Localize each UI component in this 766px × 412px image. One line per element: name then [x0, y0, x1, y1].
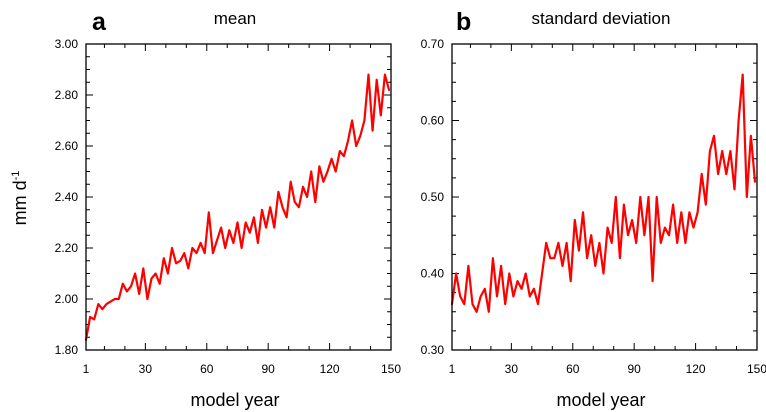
y-tick-label: 2.60 — [55, 139, 79, 153]
y-tick-label: 1.80 — [55, 343, 79, 357]
panel-a-x-axis-label: model year — [190, 390, 279, 410]
y-tick-label: 0.70 — [421, 37, 445, 51]
panel-a-title: mean — [214, 9, 257, 28]
y-tick-label: 2.80 — [55, 88, 79, 102]
x-tick-label: 90 — [628, 362, 642, 376]
panel-a-mean: a mean 1 30 60 90 120 150 1.80 2.00 2.20 2.40 2.60… — [55, 8, 402, 410]
y-axis-label: mm d-1 — [10, 171, 30, 226]
panel-b-standard-deviation: b standard deviation 1 30 60 90 120 150 0.30 0.… — [421, 8, 766, 410]
y-axis-label-main: mm d — [10, 180, 30, 225]
y-tick-label: 3.00 — [55, 37, 79, 51]
panel-b-stddev-series-line — [450, 73, 757, 313]
x-tick-label: 1 — [83, 362, 90, 376]
panel-a-ticks: 1 30 60 90 120 150 1.80 2.00 2.20 2.40 2.60 2.80 3.0… — [55, 37, 402, 376]
y-axis-label-superscript: -1 — [10, 171, 22, 181]
panel-a-plot-frame — [85, 43, 392, 351]
x-tick-label: 30 — [505, 362, 519, 376]
panel-b-title: standard deviation — [532, 9, 671, 28]
y-tick-label: 0.40 — [421, 267, 445, 281]
panel-b-letter: b — [456, 8, 471, 36]
panel-a-mean-series-line — [84, 73, 391, 341]
x-tick-label: 150 — [381, 362, 401, 376]
x-tick-label: 150 — [747, 362, 766, 376]
x-tick-label: 1 — [449, 362, 456, 376]
x-tick-label: 30 — [139, 362, 153, 376]
y-tick-label: 2.20 — [55, 241, 79, 255]
x-tick-label: 120 — [686, 362, 706, 376]
y-tick-label: 2.40 — [55, 190, 79, 204]
y-tick-label: 0.60 — [421, 114, 445, 128]
panel-b-ticks: 1 30 60 90 120 150 0.30 0.40 0.50 0.60 0.70 — [421, 37, 766, 376]
y-tick-label: 2.00 — [55, 292, 79, 306]
x-tick-label: 60 — [200, 362, 214, 376]
y-tick-label: 0.50 — [421, 190, 445, 204]
panel-a-letter: a — [92, 8, 107, 36]
x-tick-label: 60 — [566, 362, 580, 376]
x-tick-label: 120 — [320, 362, 340, 376]
x-tick-label: 90 — [262, 362, 276, 376]
panel-b-x-axis-label: model year — [556, 390, 645, 410]
y-tick-label: 0.30 — [421, 343, 445, 357]
panel-b-plot-frame — [451, 43, 758, 351]
